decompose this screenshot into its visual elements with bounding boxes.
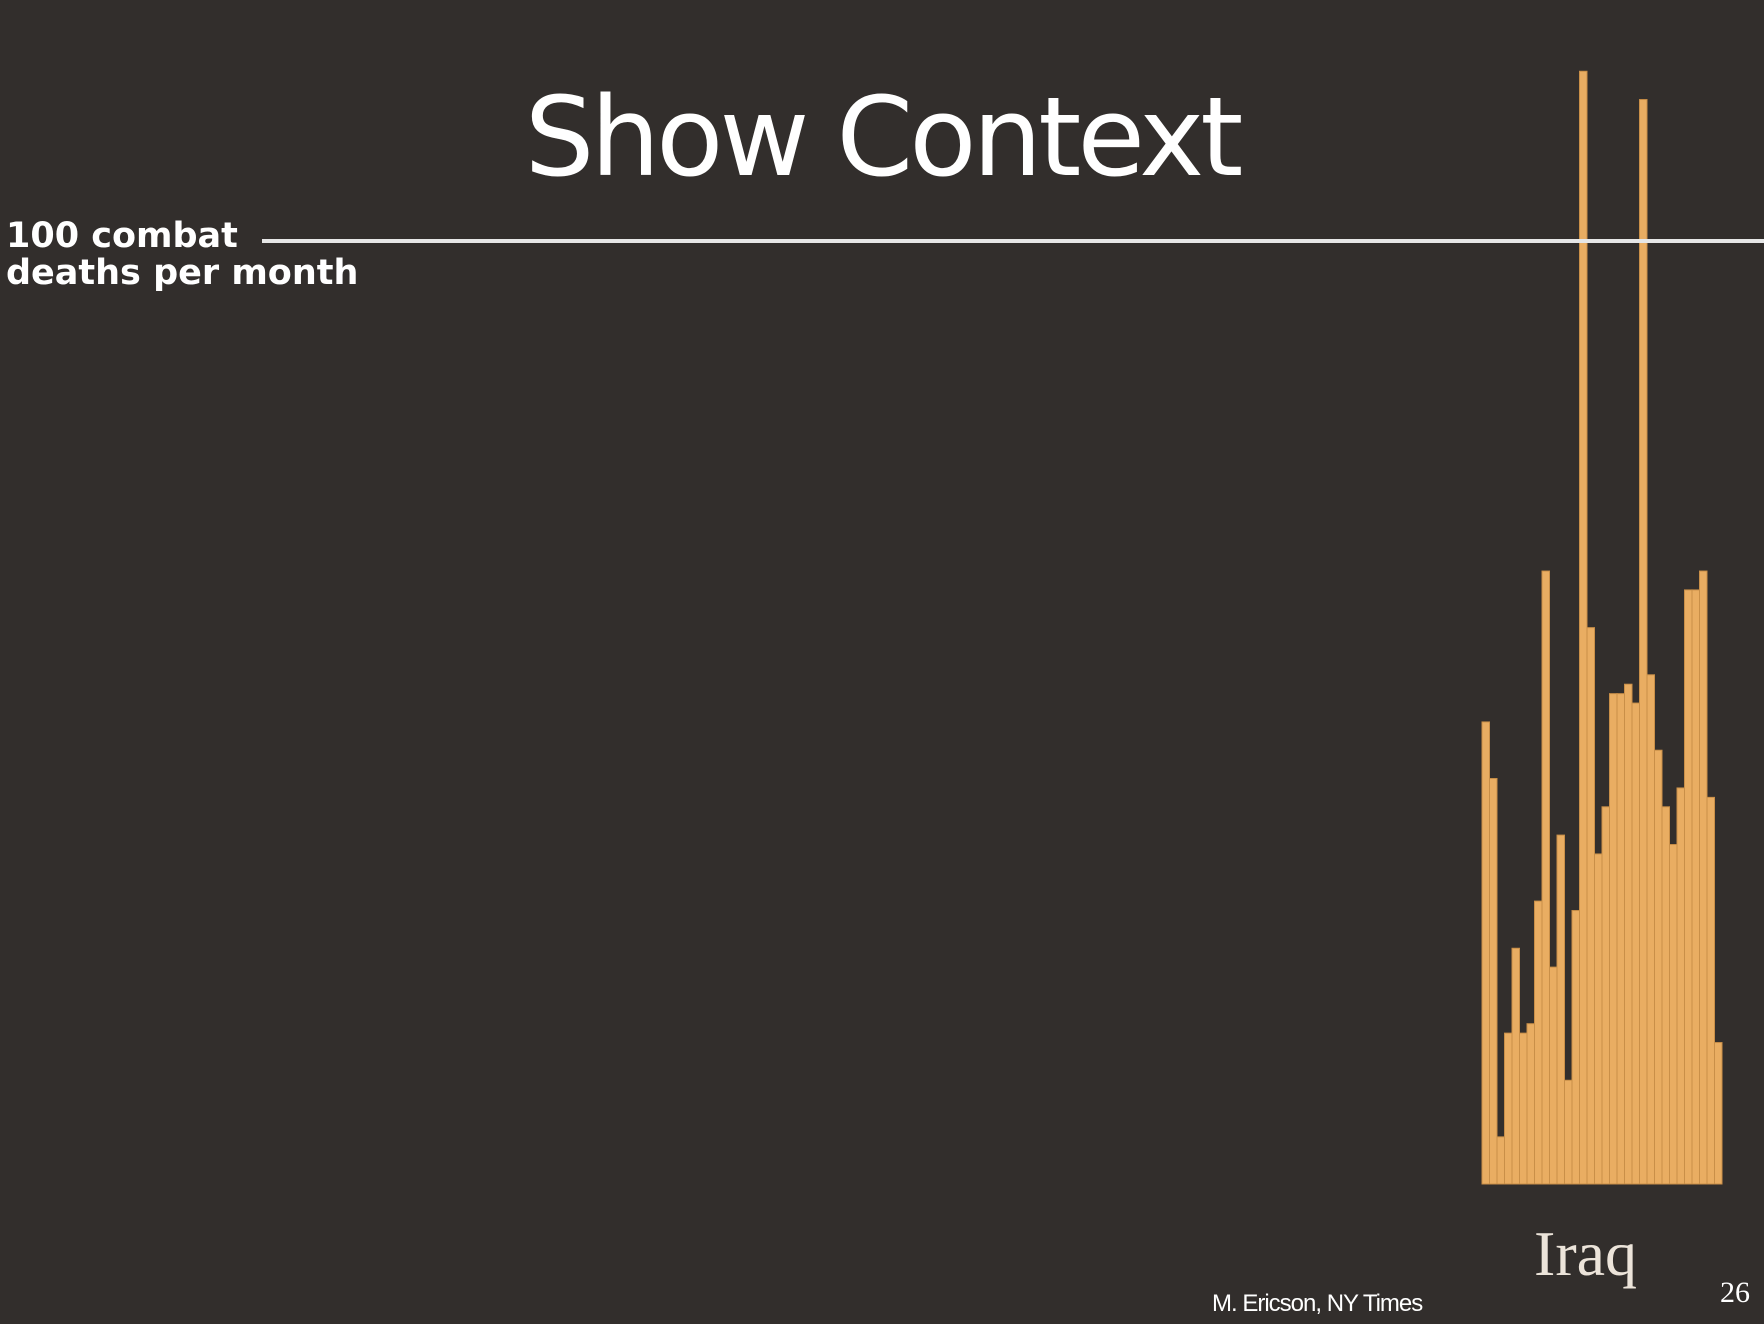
bar-iraq-22 xyxy=(1639,99,1648,1185)
bar-iraq-21 xyxy=(1631,702,1640,1185)
bar-iraq-18 xyxy=(1609,693,1618,1185)
bar-iraq-15 xyxy=(1586,627,1595,1185)
reference-line-label-line1: 100 combat xyxy=(6,216,238,256)
bar-iraq-24 xyxy=(1654,749,1663,1185)
bar-iraq-28 xyxy=(1684,589,1693,1185)
bar-iraq-7 xyxy=(1526,1023,1535,1185)
bar-iraq-30 xyxy=(1699,570,1708,1185)
bar-iraq-11 xyxy=(1556,834,1565,1185)
bar-iraq-5 xyxy=(1511,947,1520,1185)
bar-iraq-16 xyxy=(1594,853,1603,1185)
bar-iraq-25 xyxy=(1661,806,1670,1185)
bar-iraq-20 xyxy=(1624,683,1633,1185)
bar-iraq-3 xyxy=(1496,1136,1505,1185)
slide-title: Show Context xyxy=(524,73,1244,201)
bar-iraq-1 xyxy=(1481,721,1490,1185)
page-number: 26 xyxy=(1720,1276,1750,1309)
reference-line-label-line2: deaths per month xyxy=(6,253,359,293)
bar-iraq-8 xyxy=(1534,900,1543,1185)
bar-iraq-19 xyxy=(1616,693,1625,1185)
bar-iraq-31 xyxy=(1706,796,1715,1185)
bar-iraq-32 xyxy=(1714,1042,1723,1185)
series-label-iraq: Iraq xyxy=(1534,1218,1638,1289)
bar-iraq-2 xyxy=(1489,778,1498,1185)
bar-iraq-14 xyxy=(1579,70,1588,1185)
source-credit: M. Ericson, NY Times xyxy=(1212,1290,1423,1317)
bar-iraq-17 xyxy=(1601,806,1610,1185)
bar-iraq-9 xyxy=(1541,570,1550,1185)
bar-iraq-12 xyxy=(1564,1079,1573,1185)
bar-iraq-4 xyxy=(1504,1032,1513,1185)
bar-iraq-27 xyxy=(1676,787,1685,1185)
reference-line-label: 100 combat deaths per month xyxy=(6,218,358,292)
bar-iraq-13 xyxy=(1571,910,1580,1185)
bar-iraq-6 xyxy=(1519,1032,1528,1185)
bar-iraq-10 xyxy=(1549,966,1558,1185)
bar-iraq-26 xyxy=(1669,844,1678,1185)
bar-iraq-29 xyxy=(1691,589,1700,1185)
bar-iraq-23 xyxy=(1646,674,1655,1185)
